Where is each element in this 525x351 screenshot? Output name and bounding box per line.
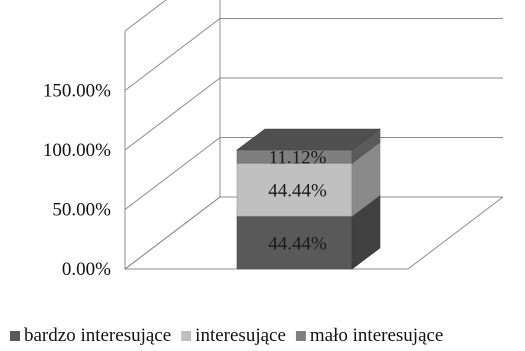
y-tick-label: 0.00%: [62, 259, 111, 280]
legend-label: interesujące: [195, 325, 286, 346]
gridline: [124, 18, 503, 91]
legend: bardzo interesujące interesujące mało inte…: [10, 325, 443, 346]
gridline: [124, 137, 503, 210]
legend-swatch: [181, 331, 192, 341]
bar-stack: [236, 128, 381, 270]
gridline: [124, 77, 503, 151]
legend-label: bardzo interesujące: [24, 325, 171, 346]
gridline: [124, 196, 503, 270]
gridline: [124, 0, 167, 32]
legend-swatch: [10, 331, 20, 341]
data-label: 44.44%: [268, 234, 327, 255]
y-tick-label: 50.00%: [52, 200, 111, 221]
bar-top-face: [236, 128, 381, 151]
y-tick-label: 150.00%: [43, 81, 111, 102]
data-label: 44.44%: [268, 181, 327, 202]
y-tick-label: 100.00%: [43, 140, 111, 161]
y-axis-tick-labels: 0.00% 50.00% 100.00% 150.00%: [43, 81, 111, 281]
gridlines: [124, 0, 503, 270]
legend-label: mało interesujące: [310, 325, 443, 346]
data-label: 11.12%: [269, 148, 327, 169]
legend-swatch: [295, 331, 306, 341]
data-labels: 44.44% 44.44% 11.12%: [268, 148, 327, 255]
